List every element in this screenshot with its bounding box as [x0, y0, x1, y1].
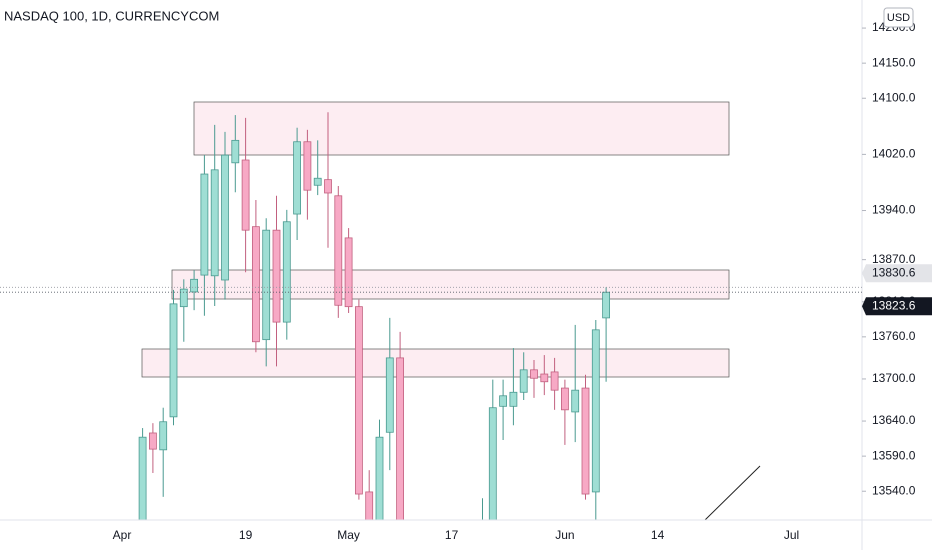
price-label: 13823.6 [872, 298, 916, 312]
candle-body [488, 407, 497, 520]
candle-body [251, 226, 260, 343]
candle-body [324, 179, 332, 194]
candle-body [231, 139, 240, 164]
candle-body [540, 373, 549, 383]
candle-body [602, 291, 610, 319]
candle-body [581, 387, 590, 495]
trend-line [704, 465, 761, 520]
candle-body [313, 177, 322, 186]
candle-body [530, 369, 538, 379]
x-tick-label: Apr [113, 528, 132, 542]
candle-body [179, 288, 188, 308]
y-tick-label: 14020.0 [872, 147, 916, 161]
x-tick-label: May [337, 528, 360, 542]
candle-body [385, 357, 394, 433]
x-tick-label: 19 [239, 528, 253, 542]
candle-body [509, 391, 518, 407]
y-tick-label: 13700.0 [872, 371, 916, 385]
candle-body [169, 303, 178, 418]
y-tick-label: 13870.0 [872, 252, 916, 266]
candle-body [210, 169, 219, 277]
candle-body [334, 195, 343, 306]
zone [141, 348, 730, 378]
price-label-box [862, 264, 932, 283]
y-tick-label: 13940.0 [872, 203, 916, 217]
candles [138, 112, 610, 520]
price-label-box [862, 297, 932, 316]
candle-body [591, 329, 600, 493]
candle-body [561, 387, 569, 411]
candle-body [303, 141, 312, 191]
candle-body [344, 237, 353, 308]
candle-body [282, 221, 291, 323]
candle-body [148, 432, 157, 450]
candle-body [159, 421, 168, 451]
y-tick-label: 13590.0 [872, 448, 916, 462]
y-tick-label: 14150.0 [872, 55, 916, 69]
candle-body [190, 278, 199, 293]
y-tick-label: 13540.0 [872, 483, 916, 497]
drawings [141, 101, 761, 520]
x-tick-label: 17 [445, 528, 459, 542]
candle-body [354, 306, 363, 495]
y-tick-label: 13640.0 [872, 413, 916, 427]
candle-body [396, 357, 405, 520]
zone [193, 101, 730, 156]
y-tick-label: 14100.0 [872, 90, 916, 104]
candle-body [138, 436, 147, 520]
candle-body [375, 436, 384, 520]
x-tick-label: Jun [555, 528, 574, 542]
candle-body [519, 369, 528, 393]
candle-body [262, 229, 271, 341]
candle-body [221, 154, 229, 281]
candle-body [293, 141, 302, 215]
candle-body [241, 159, 250, 231]
candle-body [365, 491, 374, 520]
candle-body [499, 395, 508, 407]
currency-button[interactable] [883, 7, 914, 28]
currency-label[interactable]: USD [887, 12, 910, 24]
candle-body [272, 229, 281, 323]
candle-body [550, 371, 559, 391]
price-label: 13830.6 [872, 265, 916, 279]
x-tick-label: 14 [651, 528, 665, 542]
chart-title: NASDAQ 100, 1D, CURRENCYCOM [4, 8, 219, 23]
y-tick-label: 13760.0 [872, 329, 916, 343]
candle-body [571, 389, 580, 413]
candle-body [200, 173, 209, 276]
x-tick-label: Jul [784, 528, 799, 542]
